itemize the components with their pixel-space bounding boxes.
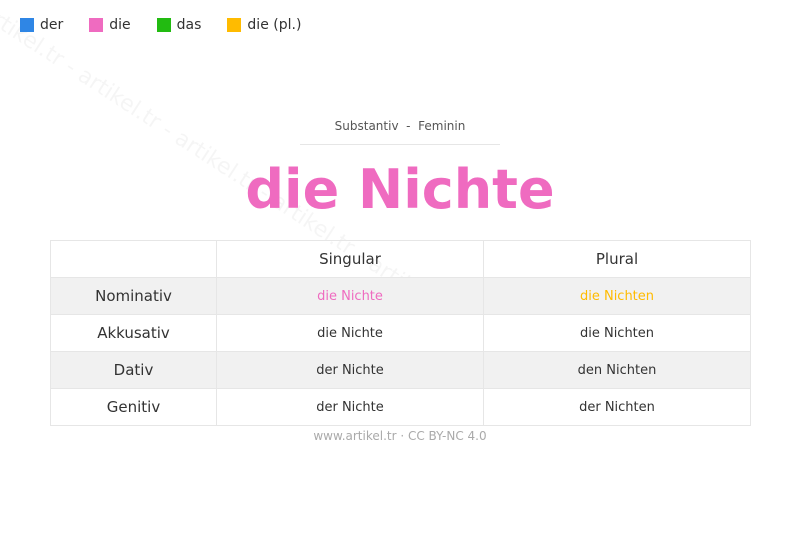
- plural-cell: den Nichten: [483, 351, 751, 389]
- header-empty: [50, 240, 217, 278]
- case-label: Dativ: [50, 351, 217, 389]
- singular-cell: die Nichte: [216, 314, 484, 352]
- case-label: Akkusativ: [50, 314, 217, 352]
- case-label: Nominativ: [50, 277, 217, 315]
- table-header-row: Singular Plural: [50, 240, 751, 278]
- header-singular: Singular: [216, 240, 484, 278]
- table-row: Genitiv der Nichte der Nichten: [50, 388, 751, 426]
- legend-label: der: [40, 17, 64, 33]
- footer-credit: www.artikel.tr · CC BY-NC 4.0: [313, 429, 487, 443]
- table-row: Dativ der Nichte den Nichten: [50, 351, 751, 389]
- plural-cell: der Nichten: [483, 388, 751, 426]
- legend-label: die: [109, 17, 131, 33]
- gender-legend: der die das die (pl.): [20, 17, 327, 33]
- legend-item-die: die: [89, 17, 131, 33]
- color-swatch: [156, 18, 171, 32]
- singular-cell: die Nichte: [216, 277, 484, 315]
- declension-table: Singular Plural Nominativ die Nichte die…: [50, 240, 751, 426]
- color-swatch: [20, 18, 34, 32]
- plural-cell: die Nichten: [483, 277, 751, 315]
- color-swatch: [89, 18, 104, 32]
- case-label: Genitiv: [50, 388, 217, 426]
- word-type: Substantiv - Feminin: [334, 119, 466, 133]
- legend-label: die (pl.): [247, 17, 302, 33]
- legend-item-der: der: [20, 17, 63, 33]
- table-row: Akkusativ die Nichte die Nichten: [50, 314, 751, 352]
- page-title: die Nichte: [245, 158, 555, 221]
- color-swatch: [227, 18, 242, 32]
- legend-item-die-plural: die (pl.): [227, 17, 301, 33]
- plural-cell: die Nichten: [483, 314, 751, 352]
- header-plural: Plural: [483, 240, 751, 278]
- table-row: Nominativ die Nichte die Nichten: [50, 277, 751, 315]
- legend-item-das: das: [156, 17, 202, 33]
- singular-cell: der Nichte: [216, 351, 484, 389]
- singular-cell: der Nichte: [216, 388, 484, 426]
- divider: [300, 144, 500, 145]
- legend-label: das: [176, 17, 202, 33]
